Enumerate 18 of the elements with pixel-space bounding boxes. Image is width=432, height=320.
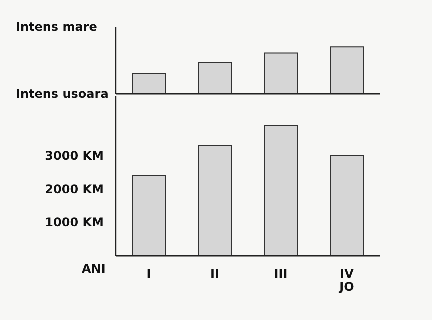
x-axis-title: ANI bbox=[82, 262, 106, 276]
x-tick-label: II bbox=[210, 267, 220, 281]
text: Intens usoara bbox=[16, 87, 109, 101]
bar bbox=[264, 126, 298, 256]
bar bbox=[198, 62, 232, 94]
x-tick-label: IV JO bbox=[338, 267, 355, 294]
bar bbox=[330, 46, 364, 94]
y-tick-label: 1000 KM bbox=[45, 216, 104, 230]
x-tick-label: III bbox=[274, 267, 288, 281]
x-tick-label: I bbox=[146, 267, 152, 281]
bar bbox=[198, 146, 232, 256]
y-tick-label: 2000 KM bbox=[45, 182, 104, 196]
bar bbox=[264, 52, 298, 94]
y-tick-label: 3000 KM bbox=[45, 149, 104, 163]
bar bbox=[132, 176, 166, 256]
bar bbox=[132, 73, 166, 94]
text: Intens mare bbox=[16, 20, 98, 34]
bar bbox=[330, 156, 364, 256]
